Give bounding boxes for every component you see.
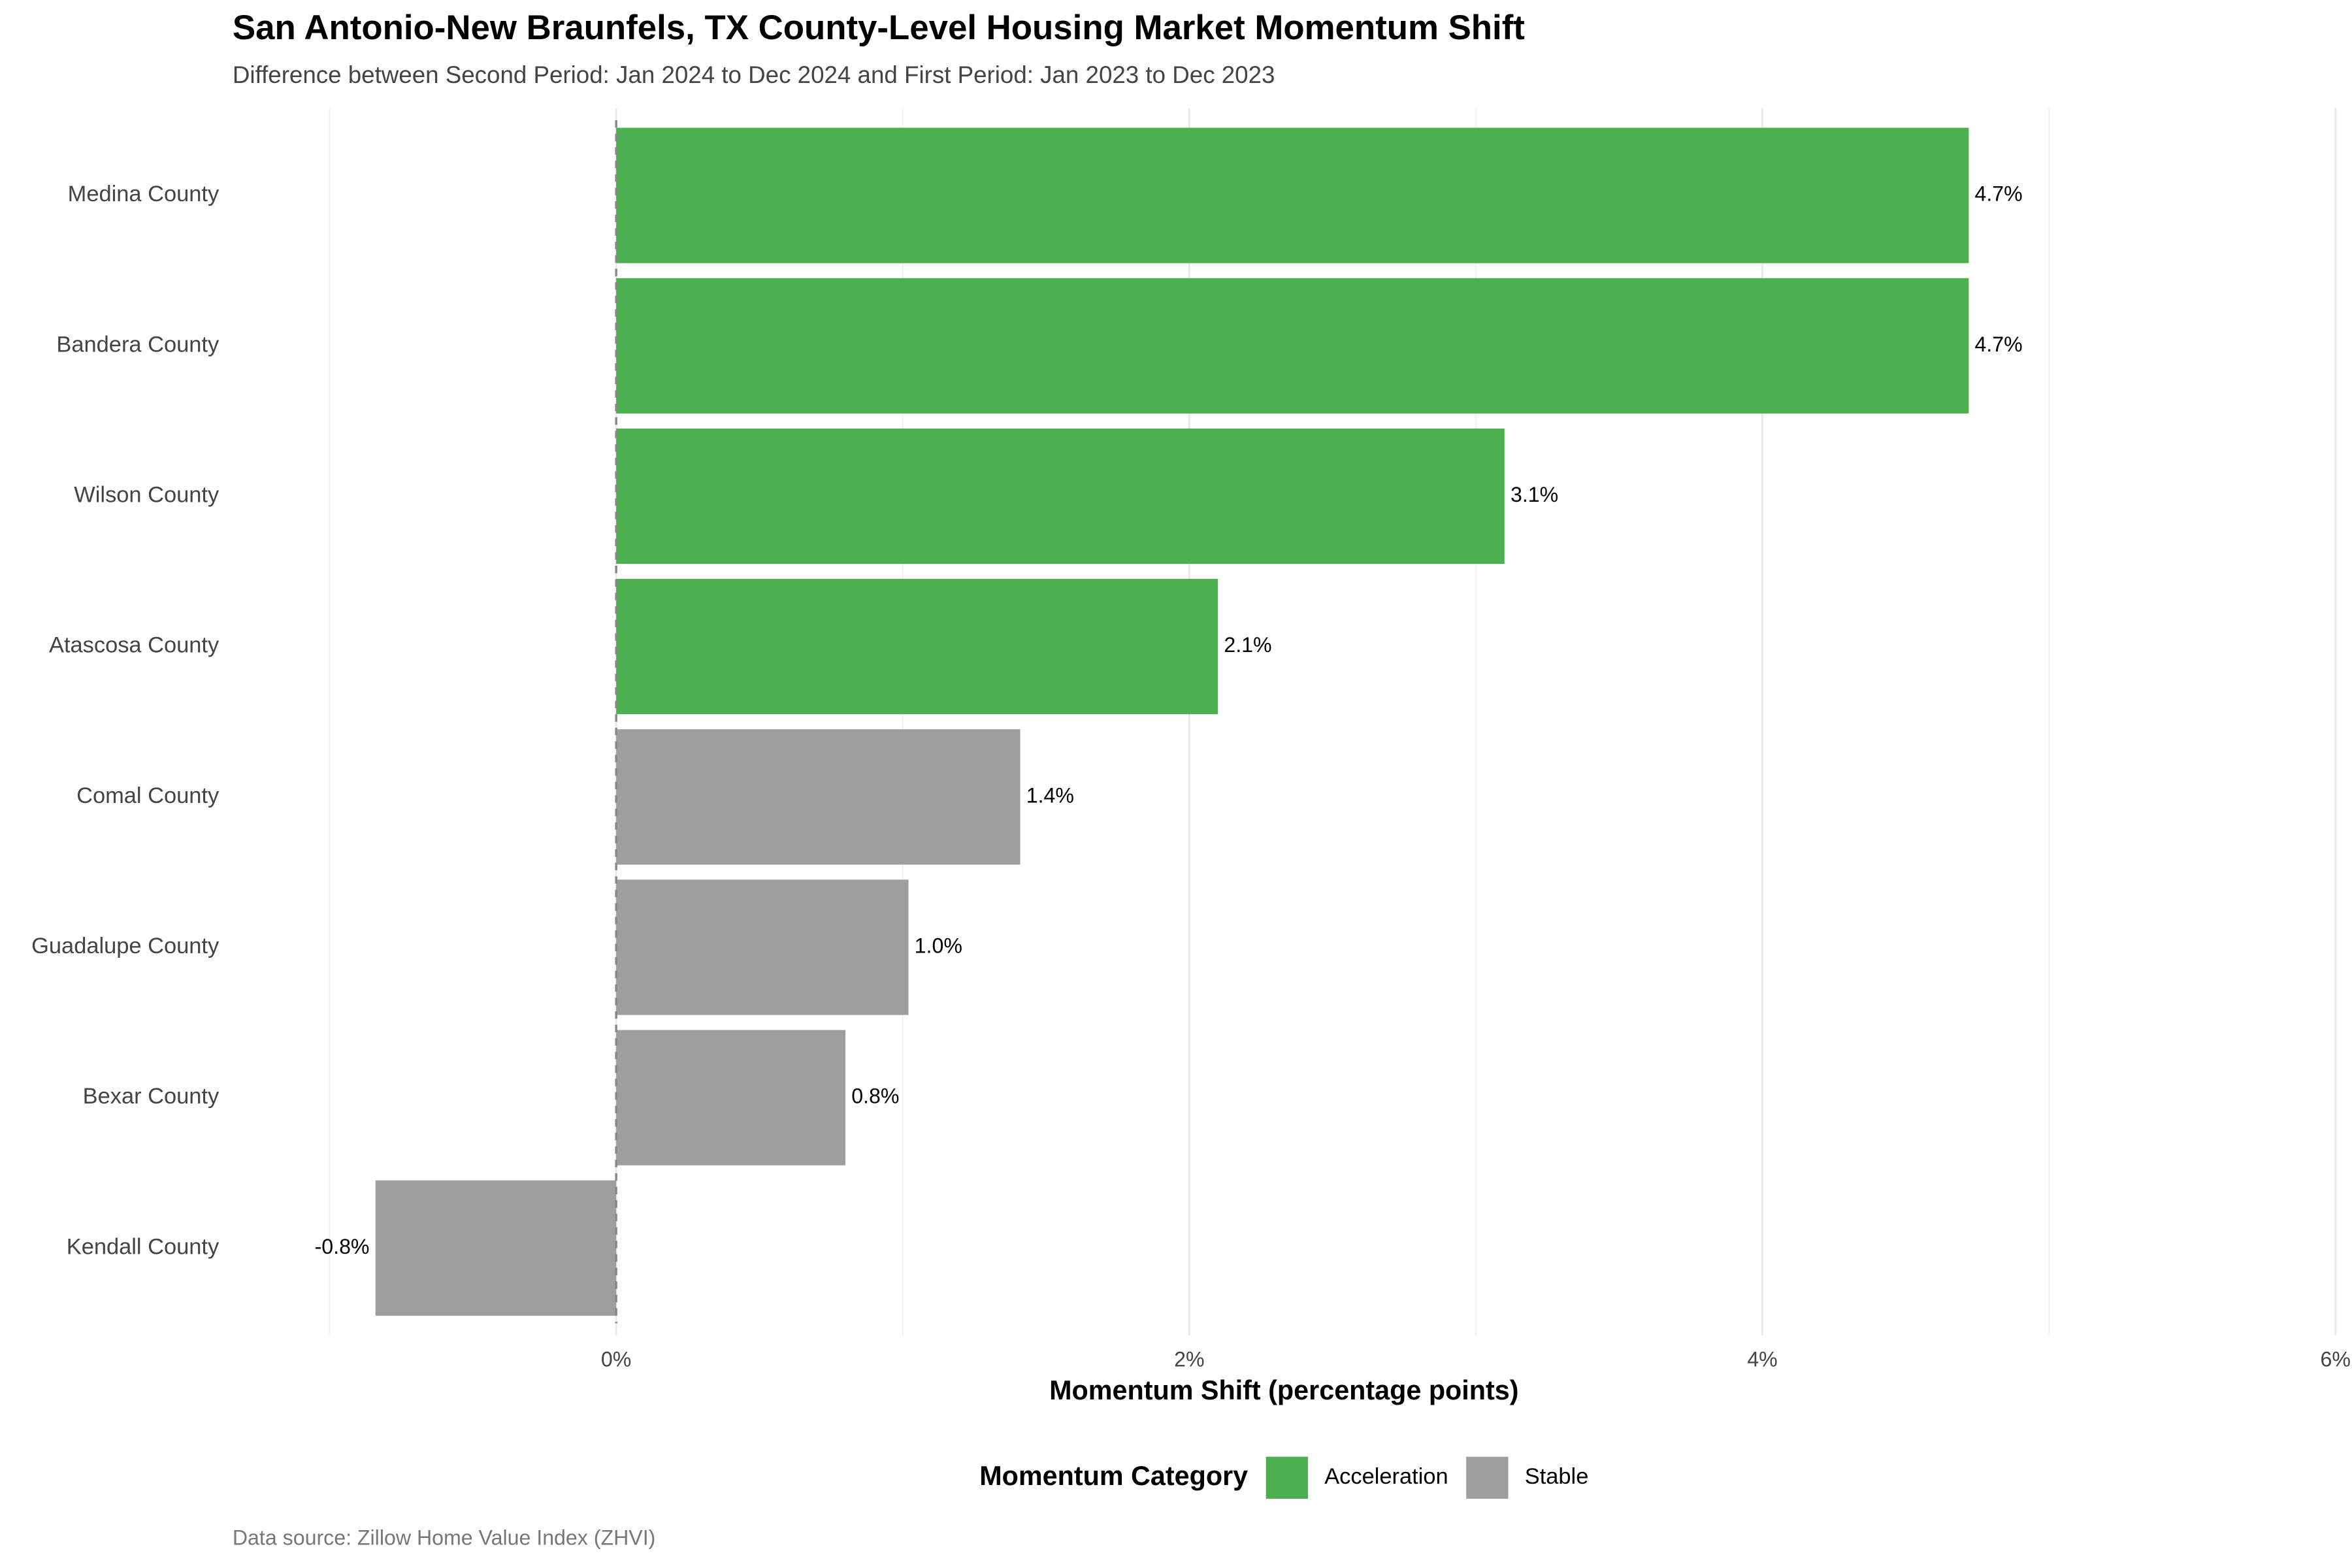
bar <box>616 879 909 1015</box>
legend-title: Momentum Category <box>979 1461 1248 1491</box>
x-tick-label: 4% <box>1747 1347 1777 1371</box>
legend: Momentum Category Acceleration Stable <box>979 1456 1589 1499</box>
x-tick-label: 2% <box>1174 1347 1204 1371</box>
y-tick-label: Bandera County <box>56 332 220 357</box>
value-label: 1.0% <box>915 934 962 957</box>
legend-key <box>1466 1456 1509 1499</box>
value-label: -0.8% <box>315 1235 370 1258</box>
legend-label: Stable <box>1525 1464 1589 1489</box>
value-label: 1.4% <box>1026 783 1074 807</box>
chart-title: San Antonio-New Braunfels, TX County-Lev… <box>233 8 1525 47</box>
bar <box>375 1180 617 1316</box>
legend-key <box>1266 1456 1308 1499</box>
y-tick-label: Kendall County <box>67 1234 220 1259</box>
bar <box>616 579 1218 715</box>
value-label: 2.1% <box>1224 633 1271 657</box>
x-axis-title: Momentum Shift (percentage points) <box>1049 1375 1518 1405</box>
y-tick-label: Bexar County <box>83 1084 220 1109</box>
bar <box>616 1030 846 1166</box>
legend-label: Acceleration <box>1324 1464 1448 1489</box>
value-label: 4.7% <box>1975 333 2023 356</box>
chart-subtitle: Difference between Second Period: Jan 20… <box>233 61 1275 88</box>
bar <box>616 428 1505 564</box>
x-tick-label: 0% <box>601 1347 631 1371</box>
value-label: 4.7% <box>1975 182 2023 206</box>
value-label: 3.1% <box>1511 483 1558 506</box>
bars: Medina County 4.7% Bandera County 4.7% Wilso… <box>31 120 2023 1324</box>
value-label: 0.8% <box>851 1085 899 1108</box>
y-tick-label: Guadalupe County <box>31 934 220 958</box>
y-tick-label: Medina County <box>68 182 220 206</box>
x-tick-label: 6% <box>2321 1347 2351 1371</box>
y-tick-label: Comal County <box>76 783 220 808</box>
y-tick-label: Wilson County <box>74 483 220 508</box>
bar <box>616 127 1969 263</box>
y-tick-label: Atascosa County <box>49 633 220 658</box>
bar <box>616 278 1969 414</box>
bar <box>616 729 1021 865</box>
caption: Data source: Zillow Home Value Index (ZH… <box>233 1526 656 1549</box>
